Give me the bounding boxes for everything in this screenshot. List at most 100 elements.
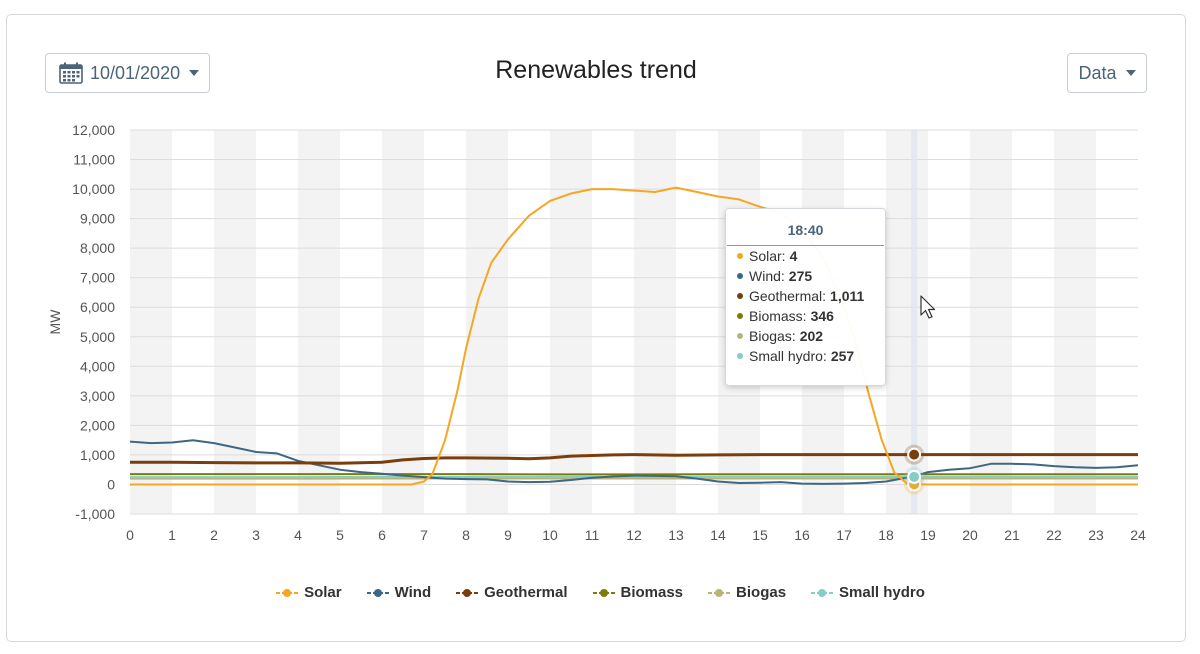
y-tick-label: 2,000 (80, 417, 115, 433)
series-line-geothermal (130, 453, 1138, 465)
plot-band (634, 130, 676, 514)
y-tick-label: 12,000 (72, 122, 115, 138)
x-tick-label: 23 (1088, 527, 1104, 543)
series-dot-icon (737, 353, 743, 359)
x-tick-label: 19 (920, 527, 936, 543)
x-tick-label: 8 (462, 527, 470, 543)
plot-band (886, 130, 928, 514)
legend-label: Geothermal (484, 584, 568, 601)
tooltip-row-wind: Wind: 275 (726, 266, 885, 286)
tooltip-row-geothermal: Geothermal: 1,011 (726, 286, 885, 306)
legend-marker-biomass (592, 588, 615, 597)
x-tick-label: 6 (378, 527, 386, 543)
tooltip-row-solar: Solar: 4 (726, 246, 885, 266)
tooltip-label: Wind: (749, 268, 785, 284)
tooltip-row-small-hydro: Small hydro: 257 (726, 346, 885, 366)
y-tick-label: 7,000 (80, 270, 115, 286)
x-tick-label: 11 (585, 527, 600, 543)
legend-marker-biogas (708, 588, 731, 597)
legend-label: Solar (304, 584, 342, 601)
legend-marker-wind (366, 588, 389, 597)
plot-band (214, 130, 256, 514)
tooltip-row-biogas: Biogas: 202 (726, 326, 885, 346)
legend-item-biomass[interactable]: Biomass (592, 584, 684, 601)
plot-band (1054, 130, 1096, 514)
legend-item-geothermal[interactable]: Geothermal (455, 584, 568, 601)
tooltip-value: 257 (830, 348, 855, 364)
legend-label: Biogas (736, 584, 787, 601)
legend-item-small-hydro[interactable]: Small hydro (810, 584, 925, 601)
series-dot-icon (737, 333, 743, 339)
tooltip-label: Biogas: (749, 328, 796, 344)
y-tick-label: 8,000 (80, 240, 115, 256)
tooltip-time: 18:40 (727, 209, 884, 246)
hover-marker-geothermal (907, 447, 922, 462)
calendar-icon (59, 62, 83, 84)
x-tick-label: 0 (126, 527, 134, 543)
y-tick-label: 5,000 (80, 329, 115, 345)
series-dot-icon (737, 273, 743, 279)
hover-marker-small-hydro (907, 469, 922, 484)
crosshair (911, 130, 918, 514)
y-tick-label: 0 (107, 476, 115, 492)
tooltip-label: Solar: (749, 248, 786, 264)
x-tick-label: 24 (1130, 527, 1146, 543)
x-tick-label: 13 (668, 527, 684, 543)
legend-marker-geothermal (456, 588, 479, 597)
series-line-wind (129, 439, 1139, 485)
y-axis-title: MW (47, 309, 63, 335)
data-button-label: Data (1078, 62, 1117, 83)
chart-tooltip: 18:40 Solar: 4 Wind: 275 Geothermal: 1,011 … (725, 208, 886, 386)
legend-marker-solar (276, 588, 299, 597)
series-dot-icon (737, 293, 743, 299)
x-tick-label: 12 (626, 527, 642, 543)
x-tick-label: 7 (420, 527, 428, 543)
y-tick-label: -1,000 (75, 506, 115, 522)
legend-label: Wind (394, 584, 432, 601)
series-line-solar (130, 186, 1138, 486)
y-tick-label: 3,000 (80, 388, 115, 404)
y-tick-label: 4,000 (80, 358, 115, 374)
tooltip-label: Biomass: (749, 308, 807, 324)
mouse-pointer-icon (920, 295, 936, 319)
data-menu-button[interactable]: Data (1067, 53, 1147, 93)
date-label: 10/01/2020 (90, 62, 181, 83)
tooltip-value: 202 (799, 328, 824, 344)
tooltip-value: 1,011 (830, 288, 865, 304)
x-tick-label: 16 (794, 527, 810, 543)
y-tick-label: 6,000 (80, 299, 115, 315)
y-tick-label: 11,000 (73, 152, 115, 168)
chevron-down-icon (1125, 70, 1136, 76)
plot-band (130, 130, 172, 514)
series-dot-icon (737, 313, 743, 319)
x-tick-label: 20 (962, 527, 978, 543)
legend-label: Small hydro (839, 584, 925, 601)
x-tick-label: 2 (210, 527, 218, 543)
x-tick-label: 22 (1046, 527, 1062, 543)
legend-label: Biomass (620, 584, 684, 601)
chart-title: Renewables trend (495, 56, 697, 84)
x-tick-label: 17 (836, 527, 852, 543)
x-tick-label: 5 (336, 527, 344, 543)
y-tick-label: 1,000 (80, 447, 115, 463)
legend-item-biogas[interactable]: Biogas (707, 584, 786, 601)
x-tick-label: 15 (752, 527, 768, 543)
y-tick-label: 10,000 (72, 181, 115, 197)
tooltip-value: 275 (788, 268, 813, 284)
legend-item-wind[interactable]: Wind (366, 584, 432, 601)
legend-item-solar[interactable]: Solar (275, 584, 342, 601)
x-tick-label: 14 (710, 527, 726, 543)
x-tick-label: 1 (168, 527, 176, 543)
x-tick-label: 3 (252, 527, 260, 543)
plot-band (298, 130, 340, 514)
series-dot-icon (737, 253, 743, 259)
plot-band (382, 130, 424, 514)
tooltip-value: 4 (789, 248, 798, 264)
tooltip-value: 346 (810, 308, 834, 324)
x-tick-label: 18 (878, 527, 894, 543)
date-picker-button[interactable]: 10/01/2020 (45, 53, 210, 93)
x-tick-label: 9 (504, 527, 512, 543)
x-tick-label: 4 (294, 527, 302, 543)
legend-marker-small-hydro (811, 588, 834, 597)
